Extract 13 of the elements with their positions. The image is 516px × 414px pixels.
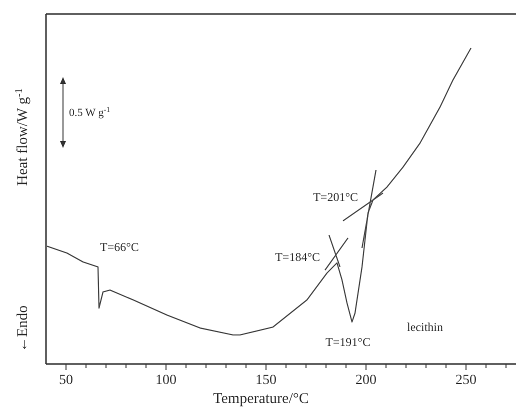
annotation: T=66°C [100, 240, 139, 254]
x-tick-label: 150 [256, 373, 276, 388]
annotation: T=184°C [275, 250, 320, 264]
annotation: 0.5 W g$^{-1}$ [69, 104, 110, 119]
x-tick-label: 200 [356, 373, 376, 388]
annotation: lecithin [407, 320, 443, 334]
x-tick-label: 250 [456, 373, 476, 388]
annotation: T=191°C [326, 334, 370, 349]
x-tick-label: 100 [156, 373, 176, 388]
x-tick-label: 50 [59, 373, 73, 388]
annotation: T=201°C [313, 190, 358, 204]
text: ←Endo [15, 305, 31, 352]
x-axis-title: Temperature/°C [213, 391, 309, 407]
